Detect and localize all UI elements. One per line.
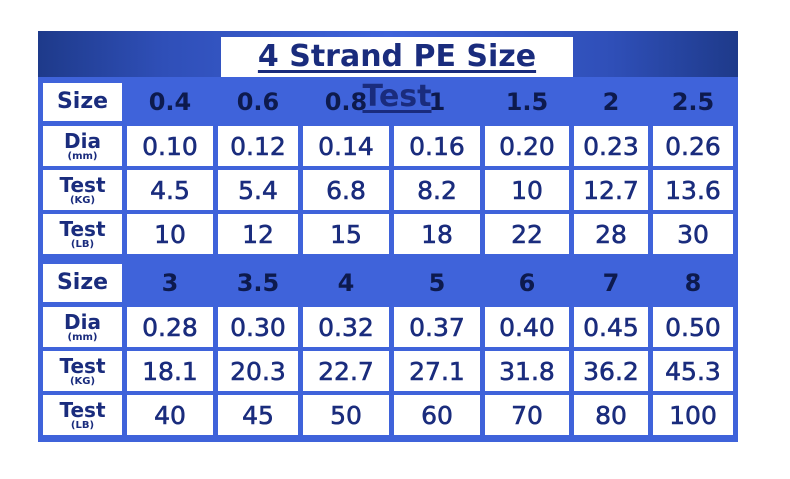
- diameter-row-cell: 0.14: [303, 126, 389, 166]
- test-lb-row-cell: 60: [394, 395, 480, 435]
- diameter-row-cell: 0.32: [303, 307, 389, 347]
- test-kg-row-cell: 20.3: [218, 351, 298, 391]
- test-kg-row-cell: 6.8: [303, 170, 389, 210]
- size-value: 0.6: [236, 88, 280, 116]
- test-kg-row-cell: 22.7: [303, 351, 389, 391]
- test-kg-row-cell: 18.1: [127, 351, 213, 391]
- test-lb-row-cell: 12: [218, 214, 298, 254]
- size-value: 7: [602, 269, 620, 297]
- size-value: 6: [518, 269, 536, 297]
- size-label-text: Size: [56, 270, 109, 295]
- test-lb-row-cell: 30: [653, 214, 733, 254]
- test-kg-row-cell: 8.2: [394, 170, 480, 210]
- test-kg-row-cell: 4.5: [127, 170, 213, 210]
- diameter-row-cell: 0.50: [653, 307, 733, 347]
- test-lb-label: Test (LB): [43, 214, 122, 254]
- size-value: 3.5: [236, 269, 280, 297]
- test-kg-row-cell: 45.3: [653, 351, 733, 391]
- size-label: Size: [43, 264, 122, 302]
- row-label-text: Test: [59, 216, 106, 241]
- diameter-row-cell: 0.40: [485, 307, 569, 347]
- diameter-row-cell: 0.23: [574, 126, 648, 166]
- size-value: 1.5: [505, 88, 549, 116]
- row-label-unit: (LB): [70, 419, 95, 431]
- row-label-text: Dia: [64, 128, 101, 153]
- test-kg-row-cell: 5.4: [218, 170, 298, 210]
- test-kg-row-cell: 36.2: [574, 351, 648, 391]
- test-kg-row-cell: 10: [485, 170, 569, 210]
- diameter-row-cell: 0.45: [574, 307, 648, 347]
- row-label-unit: (mm): [67, 150, 98, 162]
- test-lb-row-cell: 10: [127, 214, 213, 254]
- test-kg-label: Test (KG): [43, 351, 122, 391]
- diameter-row-cell: 0.10: [127, 126, 213, 166]
- chart-title: 4 Strand PE Size Test: [221, 37, 573, 114]
- size-label: Size: [43, 83, 122, 121]
- test-lb-row-cell: 28: [574, 214, 648, 254]
- diameter-row-cell: 0.16: [394, 126, 480, 166]
- row-label-unit: (LB): [70, 238, 95, 250]
- diameter-row-cell: 0.28: [127, 307, 213, 347]
- diameter-row-cell: 0.30: [218, 307, 298, 347]
- row-label-text: Test: [59, 172, 106, 197]
- row-label-text: Dia: [64, 309, 101, 334]
- diameter-label: Dia (mm): [43, 126, 122, 166]
- title-band: 4 Strand PE Size Test: [38, 31, 738, 114]
- row-label-unit: (KG): [69, 194, 96, 206]
- diameter-row-cell: 0.26: [653, 126, 733, 166]
- diameter-row-cell: 0.37: [394, 307, 480, 347]
- test-lb-row-cell: 40: [127, 395, 213, 435]
- row-label-text: Test: [59, 353, 106, 378]
- test-kg-row-cell: 13.6: [653, 170, 733, 210]
- diameter-label: Dia (mm): [43, 307, 122, 347]
- size-label-text: Size: [56, 89, 109, 114]
- row-label-text: Test: [59, 397, 106, 422]
- test-lb-row-cell: 22: [485, 214, 569, 254]
- size-value: 2.5: [671, 88, 715, 116]
- size-value: 4: [337, 269, 355, 297]
- size-value: 0.4: [148, 88, 192, 116]
- size-value: 5: [428, 269, 446, 297]
- test-lb-label: Test (LB): [43, 395, 122, 435]
- size-value: 3: [161, 269, 179, 297]
- test-lb-row-cell: 80: [574, 395, 648, 435]
- test-kg-row-cell: 12.7: [574, 170, 648, 210]
- size-value: 1: [428, 88, 446, 116]
- row-label-unit: (mm): [67, 331, 98, 343]
- test-lb-row-cell: 45: [218, 395, 298, 435]
- row-label-unit: (KG): [69, 375, 96, 387]
- size-value: 2: [602, 88, 620, 116]
- test-lb-row-cell: 70: [485, 395, 569, 435]
- size-test-chart: 4 Strand PE Size Test Size 0.4 0.6 0.8 1 1.5 2…: [38, 31, 738, 442]
- test-kg-row-cell: 31.8: [485, 351, 569, 391]
- test-lb-row-cell: 50: [303, 395, 389, 435]
- size-value: 0.8: [324, 88, 368, 116]
- diameter-row-cell: 0.20: [485, 126, 569, 166]
- size-value: 8: [684, 269, 702, 297]
- test-kg-row-cell: 27.1: [394, 351, 480, 391]
- diameter-row-cell: 0.12: [218, 126, 298, 166]
- test-lb-row-cell: 100: [653, 395, 733, 435]
- test-lb-row-cell: 18: [394, 214, 480, 254]
- test-lb-row-cell: 15: [303, 214, 389, 254]
- test-kg-label: Test (KG): [43, 170, 122, 210]
